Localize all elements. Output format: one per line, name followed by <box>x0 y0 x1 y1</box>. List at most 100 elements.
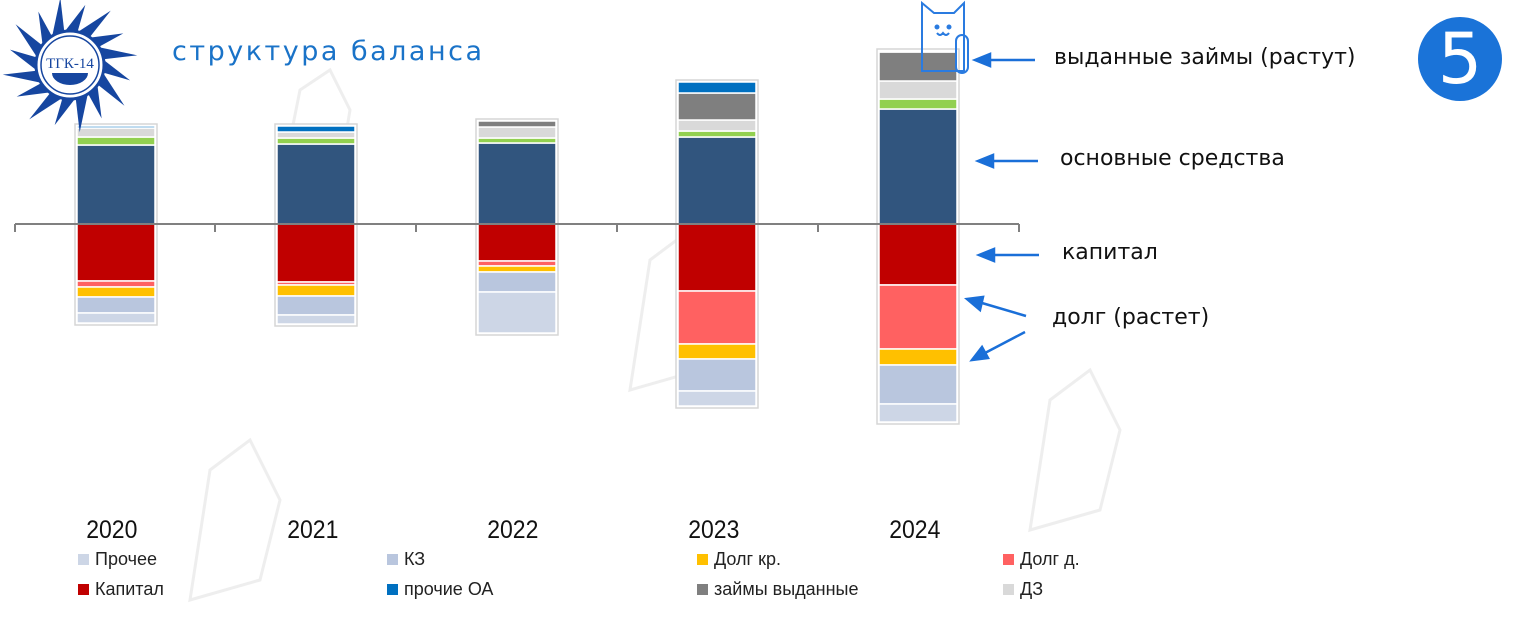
annotation-capital: капитал <box>1062 240 1158 265</box>
bar-segment-other_ca-2020 <box>76 125 156 129</box>
bar-segment-debt_lt-2023 <box>677 290 757 345</box>
arrow-head <box>969 344 990 362</box>
bar-segment-green-2021 <box>276 137 356 145</box>
legend-item: Капитал <box>78 579 164 600</box>
arrow-head <box>971 52 992 68</box>
tgk14-logo: ТГК-14 <box>2 0 138 133</box>
legend-label: Капитал <box>95 579 164 599</box>
bar-segment-dz-2021 <box>276 131 356 139</box>
bar-segment-green-2020 <box>76 136 156 146</box>
legend-swatch <box>697 584 708 595</box>
bar-segment-debt_st-2021 <box>276 284 356 297</box>
bar-segment-capital-2023 <box>677 223 757 292</box>
bar-segment-loans-2024 <box>878 51 958 82</box>
bar-segment-capital-2022 <box>477 223 557 262</box>
legend-label: прочие ОА <box>404 579 494 599</box>
legend-item: ДЗ <box>1003 579 1043 600</box>
bar-segment-dz-2023 <box>677 119 757 132</box>
bar-segment-fixed-2023 <box>677 136 757 225</box>
bar-segment-other-2020 <box>76 312 156 324</box>
legend-label: КЗ <box>404 549 426 569</box>
bar-segment-other_ca-2023 <box>677 81 757 94</box>
x-tick-label: 2021 <box>287 516 339 544</box>
bar-segment-debt_lt-2024 <box>878 284 958 350</box>
bar-segment-other_ca-2024 <box>878 50 958 53</box>
legend-swatch <box>78 554 89 565</box>
legend-swatch <box>1003 584 1014 595</box>
bar-segment-debt_st-2024 <box>878 348 958 366</box>
bar-segment-dz-2022 <box>477 126 557 139</box>
sun-ray <box>96 46 138 60</box>
bar-segment-debt_lt-2020 <box>76 280 156 288</box>
legend-label: ДЗ <box>1020 579 1044 599</box>
bar-segment-kz-2021 <box>276 295 356 316</box>
bar-segment-green-2023 <box>677 130 757 138</box>
bar-segment-fixed-2024 <box>878 108 958 225</box>
x-tick-label: 2022 <box>487 516 539 544</box>
x-tick-label: 2023 <box>688 516 740 544</box>
bar-segment-green-2024 <box>878 98 958 110</box>
bar-segment-other_ca-2021 <box>276 125 356 133</box>
bar-segment-debt_st-2020 <box>76 286 156 298</box>
legend-item: Долг кр. <box>697 549 781 570</box>
bar-segment-other-2021 <box>276 314 356 325</box>
bar-segment-kz-2022 <box>477 271 557 293</box>
logo-text: ТГК-14 <box>46 56 94 72</box>
bar-segment-kz-2023 <box>677 358 757 392</box>
legend-label: Прочее <box>95 549 157 569</box>
bar-segment-debt_st-2022 <box>477 265 557 273</box>
arrow-head <box>974 153 995 169</box>
arrow-debt-st <box>984 330 1026 355</box>
legend-item: займы выданные <box>697 579 858 600</box>
sun-ray <box>63 4 86 34</box>
bar-segment-capital-2024 <box>878 223 958 286</box>
bar-segment-loans-2022 <box>477 120 557 128</box>
bar-segment-fixed-2020 <box>76 144 156 225</box>
arrow-debt-lt <box>981 301 1027 318</box>
bar-segment-fixed-2021 <box>276 143 356 225</box>
sun-ray <box>51 0 65 39</box>
legend-item: прочие ОА <box>387 579 493 600</box>
x-tick-label: 2020 <box>86 516 138 544</box>
sun-ray <box>29 91 65 120</box>
legend-swatch <box>697 554 708 565</box>
sun-ray <box>54 96 77 126</box>
bar-segment-other-2023 <box>677 390 757 407</box>
sun-ray <box>75 10 111 39</box>
bar-segment-dz-2024 <box>878 80 958 100</box>
bar-segment-kz-2024 <box>878 364 958 405</box>
legend-label: займы выданные <box>714 579 859 599</box>
bar-segment-capital-2020 <box>76 223 156 282</box>
annotation-debt: долг (растет) <box>1052 305 1210 330</box>
sun-ray <box>96 70 125 106</box>
legend-swatch <box>387 554 398 565</box>
annotation-loans: выданные займы (растут) <box>1054 45 1356 70</box>
sun-ray <box>9 49 39 72</box>
bar-segment-other-2022 <box>477 291 557 334</box>
bar-segment-debt_st-2023 <box>677 343 757 360</box>
x-axis <box>14 223 1020 232</box>
annotation-fixed-assets: основные средства <box>1060 146 1285 171</box>
arrow-head <box>964 295 985 313</box>
annotation-arrows <box>964 52 1039 362</box>
bar-segment-dz-2020 <box>76 127 156 138</box>
x-tick-label: 2024 <box>889 516 941 544</box>
bar-segment-loans-2023 <box>677 92 757 121</box>
bar-segment-other-2024 <box>878 403 958 423</box>
bar-segment-capital-2021 <box>276 223 356 283</box>
legend-item: КЗ <box>387 549 425 570</box>
legend-swatch <box>78 584 89 595</box>
arrow-head <box>975 247 996 263</box>
legend-item: Долг д. <box>1003 549 1080 570</box>
legend-label: Долг д. <box>1020 549 1080 569</box>
page-title: структура баланса <box>172 36 485 67</box>
sun-ray <box>15 24 44 60</box>
cat-watermark-icon <box>921 0 969 74</box>
legend-swatch <box>1003 554 1014 565</box>
sun-ray <box>2 70 44 84</box>
legend-swatch <box>387 584 398 595</box>
bar-segment-fixed-2022 <box>477 142 557 225</box>
legend-item: Прочее <box>78 549 157 570</box>
slide-number-badge: 5 <box>1418 17 1502 101</box>
